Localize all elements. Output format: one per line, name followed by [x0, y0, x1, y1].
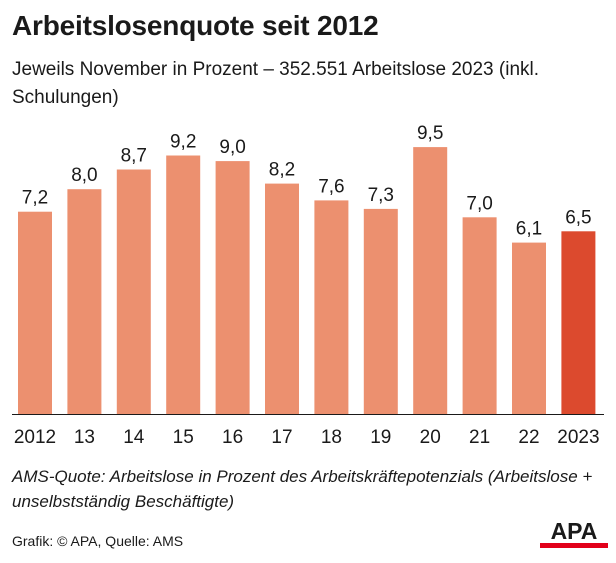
x-tick-label-21: 21	[469, 427, 490, 448]
x-tick-label-14: 14	[123, 427, 145, 448]
bar-22	[512, 242, 546, 414]
x-tick-label-18: 18	[321, 427, 342, 448]
bar-18	[314, 200, 349, 414]
value-label-19: 7,3	[368, 185, 394, 206]
value-label-15: 9,2	[170, 132, 196, 153]
bar-chart: 7,28,08,79,2 9,08,27,6 7,39,57,06,16,5 201…	[12, 123, 604, 448]
value-label-16: 9,0	[219, 137, 245, 158]
value-label-22: 6,1	[516, 219, 542, 240]
apa-logo: APA	[540, 520, 608, 548]
value-label-2023: 6,5	[565, 207, 591, 228]
bar-2012	[18, 211, 52, 414]
x-tick-label-17: 17	[271, 427, 292, 448]
apa-logo-text: APA	[551, 520, 598, 544]
bar-19	[363, 208, 398, 414]
bar-group	[18, 147, 596, 414]
chart-subtitle: Jeweils November in Prozent – 352.551 Ar…	[12, 59, 540, 108]
x-tick-label-20: 20	[420, 427, 441, 448]
x-tick-label-13: 13	[74, 427, 95, 448]
chart-title: Arbeitslosenquote seit 2012	[12, 10, 379, 41]
value-label-14: 8,7	[121, 146, 147, 167]
x-tick-label-2012: 2012	[14, 427, 56, 448]
x-tick-label-2023: 2023	[557, 427, 599, 448]
x-tick-label-19: 19	[370, 427, 391, 448]
source-credit: Grafik: © APA, Quelle: AMS	[12, 533, 184, 549]
chart-footnote: AMS-Quote: Arbeitslose in Prozent des Ar…	[12, 467, 593, 511]
value-label-20: 9,5	[417, 123, 443, 144]
x-tick-label-group: 2012 13 14 15 16 17 18 19 20 21 22 2023	[14, 427, 600, 448]
bar-20	[413, 147, 448, 414]
x-tick-label-16: 16	[222, 427, 243, 448]
bar-17	[265, 183, 299, 414]
value-label-17: 8,2	[269, 160, 295, 181]
x-tick-label-22: 22	[518, 427, 539, 448]
bar-14	[116, 169, 151, 414]
value-label-group: 7,2 8,0 8,7 9,2 9,0 8,2 7,6 7,3 9,5 7,0 6,1 6,5	[22, 123, 592, 240]
bar-2023	[561, 231, 596, 414]
value-label-21: 7,0	[466, 193, 492, 214]
bar-15	[166, 155, 201, 414]
bar-21	[462, 217, 497, 414]
bar-16	[215, 161, 250, 414]
value-label-18: 7,6	[318, 176, 344, 197]
bar-13	[67, 189, 102, 414]
value-label-2012: 7,2	[22, 188, 48, 209]
value-label-13: 8,0	[71, 165, 97, 186]
apa-logo-bar	[540, 543, 608, 548]
x-tick-label-15: 15	[173, 427, 194, 448]
